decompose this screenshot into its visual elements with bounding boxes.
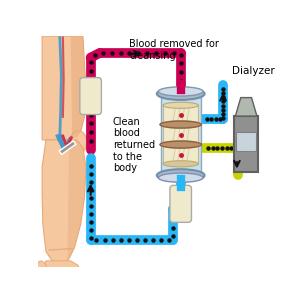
- Ellipse shape: [158, 87, 203, 96]
- Polygon shape: [236, 98, 257, 116]
- Ellipse shape: [163, 142, 198, 148]
- Ellipse shape: [157, 88, 205, 100]
- Ellipse shape: [163, 102, 198, 108]
- Ellipse shape: [163, 161, 198, 167]
- FancyBboxPatch shape: [170, 185, 191, 222]
- Text: Blood removed for
cleansing: Blood removed for cleansing: [129, 39, 219, 61]
- Polygon shape: [70, 36, 86, 138]
- FancyBboxPatch shape: [80, 78, 101, 115]
- Polygon shape: [42, 36, 86, 140]
- Polygon shape: [68, 140, 86, 261]
- Ellipse shape: [163, 121, 198, 127]
- Ellipse shape: [70, 131, 87, 154]
- Bar: [161, 96, 201, 173]
- Ellipse shape: [160, 121, 202, 128]
- Bar: [163, 105, 198, 124]
- Bar: [163, 125, 198, 144]
- Ellipse shape: [160, 141, 202, 148]
- Bar: [234, 116, 259, 172]
- Ellipse shape: [163, 141, 198, 147]
- Polygon shape: [43, 261, 80, 286]
- Ellipse shape: [158, 173, 203, 182]
- FancyBboxPatch shape: [236, 132, 256, 151]
- Bar: [163, 145, 198, 164]
- Ellipse shape: [37, 261, 47, 276]
- Ellipse shape: [163, 122, 198, 128]
- Ellipse shape: [157, 169, 205, 182]
- Text: Clean
blood
returned
to the
body: Clean blood returned to the body: [113, 117, 155, 173]
- Polygon shape: [42, 140, 86, 263]
- Text: Dialyzer: Dialyzer: [232, 66, 275, 76]
